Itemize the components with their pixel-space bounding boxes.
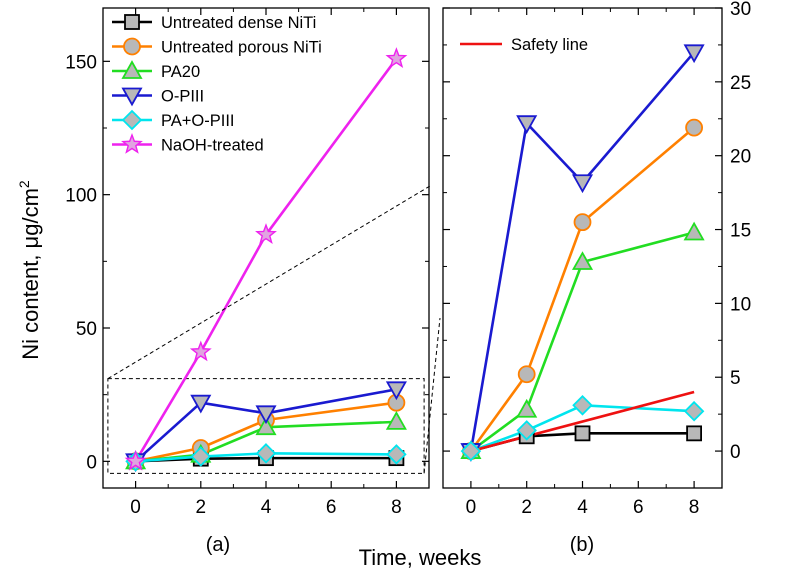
y-tick-label: 30	[730, 0, 751, 20]
series-line-untreated-porous-niti	[469, 126, 695, 452]
data-point-naoh-treated	[124, 449, 147, 471]
y-tick-label: 0	[86, 452, 97, 473]
data-point-pa20	[385, 411, 407, 430]
series-line-pa-o-piii	[135, 452, 397, 463]
data-point-pa-o-piii	[516, 420, 537, 441]
legend-marker-pa20	[121, 60, 143, 79]
series-markers	[460, 44, 705, 462]
legend-label-safety-line: Safety line	[511, 36, 588, 54]
data-point-pa-o-piii	[190, 446, 212, 467]
data-point-pa-o-piii	[386, 444, 407, 465]
data-point-pa20	[255, 416, 277, 436]
y-axis-title: Ni content, μg/cm2	[16, 180, 43, 360]
data-point-untreated-porous-niti	[573, 213, 592, 232]
data-point-o-piii	[190, 394, 212, 414]
series-lines	[469, 51, 696, 453]
legend-label-untreated-porous-niti: Untreated porous NiTi	[161, 39, 322, 57]
y-axis-title-text: Ni content, μg/cm	[18, 188, 43, 360]
panel-label-b: (b)	[570, 534, 594, 556]
series-lines	[134, 57, 398, 463]
x-tick-label: 6	[633, 497, 644, 518]
y-tick-label: 25	[730, 73, 751, 94]
panel-b: 0 2 4 6 8 0 5 10 15 20 25 30 Safety line	[442, 0, 751, 518]
data-point-o-piii	[385, 381, 407, 401]
x-tick-label: 0	[130, 497, 141, 518]
data-point-untreated-dense-niti	[574, 425, 591, 442]
zoom-connector-lines	[107, 185, 441, 474]
legend-marker-untreated-porous-niti	[123, 37, 141, 56]
data-point-pa-o-piii	[255, 443, 277, 464]
data-point-untreated-porous-niti	[685, 118, 703, 137]
x-axis-title: Time, weeks	[359, 545, 482, 570]
data-point-pa-o-piii	[572, 395, 593, 416]
y-tick-label: 0	[730, 442, 741, 463]
data-point-pa20	[683, 221, 705, 241]
zoom-connector-upper	[107, 185, 431, 380]
data-point-pa20	[571, 251, 594, 270]
series-line-safety-line	[470, 390, 695, 453]
data-point-pa-o-piii	[460, 440, 482, 462]
legend: Safety line	[460, 36, 588, 54]
data-point-untreated-dense-niti	[686, 425, 702, 442]
x-tick-label: 2	[521, 497, 532, 518]
legend-label-naoh-treated: NaOH-treated	[161, 137, 264, 155]
data-point-pa-o-piii	[683, 400, 705, 422]
legend-marker-o-piii	[121, 87, 143, 107]
data-point-o-piii	[255, 405, 277, 425]
series-line-o-piii	[134, 388, 397, 463]
data-point-naoh-treated	[385, 47, 408, 68]
panel-label-a: (a)	[206, 534, 230, 556]
y-tick-label: 15	[730, 221, 751, 242]
y-tick-label: 150	[65, 52, 97, 73]
zoom-region-box	[107, 378, 425, 474]
zoom-connector-lower	[423, 317, 441, 474]
x-tick-label: 4	[261, 497, 272, 518]
series-line-pa-o-piii	[470, 403, 695, 453]
series-line-o-piii	[469, 51, 696, 452]
x-tick-label: 4	[577, 497, 588, 518]
legend: Untreated dense NiTi Untreated porous NiT…	[112, 14, 322, 155]
x-tick-label: 0	[466, 497, 477, 518]
legend-marker-naoh-treated	[121, 133, 143, 154]
series-line-naoh-treated	[134, 57, 398, 462]
x-tick-label: 6	[326, 497, 337, 518]
y-tick-label: 10	[730, 294, 751, 315]
y-tick-label: 5	[730, 368, 741, 389]
data-point-untreated-porous-niti	[517, 365, 536, 384]
legend-label-pa-o-piii: PA+O-PIII	[161, 112, 235, 130]
legend-label-pa20: PA20	[161, 63, 200, 81]
y-axis-title-superscript: 2	[16, 180, 32, 188]
x-tick-label: 8	[689, 497, 700, 518]
x-tick-label: 8	[391, 497, 402, 518]
legend-marker-untreated-dense-niti	[124, 14, 140, 30]
y-tick-label: 50	[76, 319, 97, 340]
data-point-naoh-treated	[189, 340, 212, 362]
data-point-naoh-treated	[255, 223, 277, 244]
y-tick-label: 20	[730, 147, 751, 168]
data-point-o-piii	[516, 115, 538, 135]
data-point-o-piii	[683, 44, 705, 64]
legend-label-untreated-dense-niti: Untreated dense NiTi	[161, 14, 316, 32]
data-point-pa20	[516, 398, 538, 418]
data-point-o-piii	[571, 174, 594, 194]
y-tick-label: 100	[65, 186, 97, 207]
series-line-untreated-porous-niti	[135, 401, 397, 463]
series-line-pa20	[470, 231, 695, 453]
plot-frame	[442, 7, 723, 489]
x-tick-label: 2	[196, 497, 207, 518]
legend-label-o-piii: O-PIII	[161, 88, 204, 106]
legend-marker-pa-o-piii	[121, 109, 143, 131]
series-markers	[124, 47, 408, 473]
